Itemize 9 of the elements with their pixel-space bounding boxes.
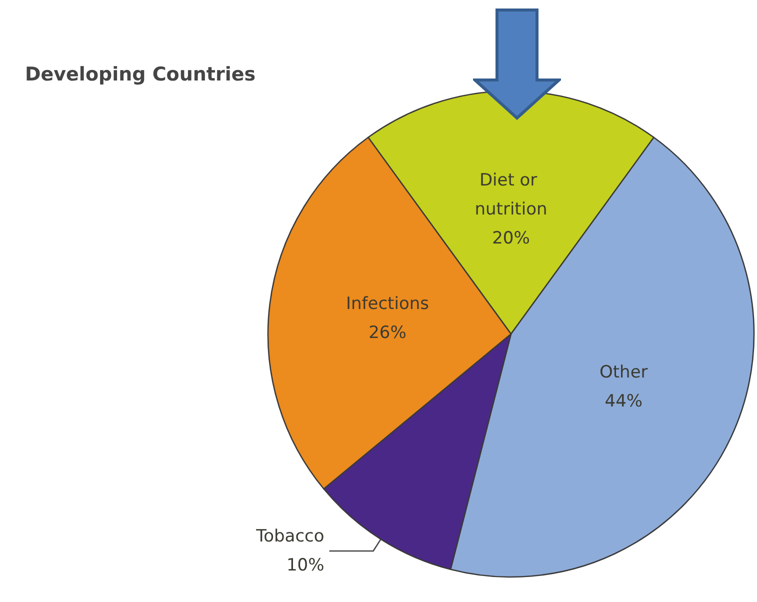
slice-label: Other (600, 362, 648, 383)
data-label: 20% (492, 228, 530, 248)
data-label: 44% (604, 392, 643, 412)
slice-label: Tobacco (255, 526, 324, 546)
slice-label: Infections (346, 294, 430, 314)
chart-title: Developing Countries (25, 64, 256, 86)
data-label: 10% (286, 555, 324, 576)
data-label: 26% (368, 322, 406, 343)
slice-label: Diet or nutrition (474, 170, 548, 220)
